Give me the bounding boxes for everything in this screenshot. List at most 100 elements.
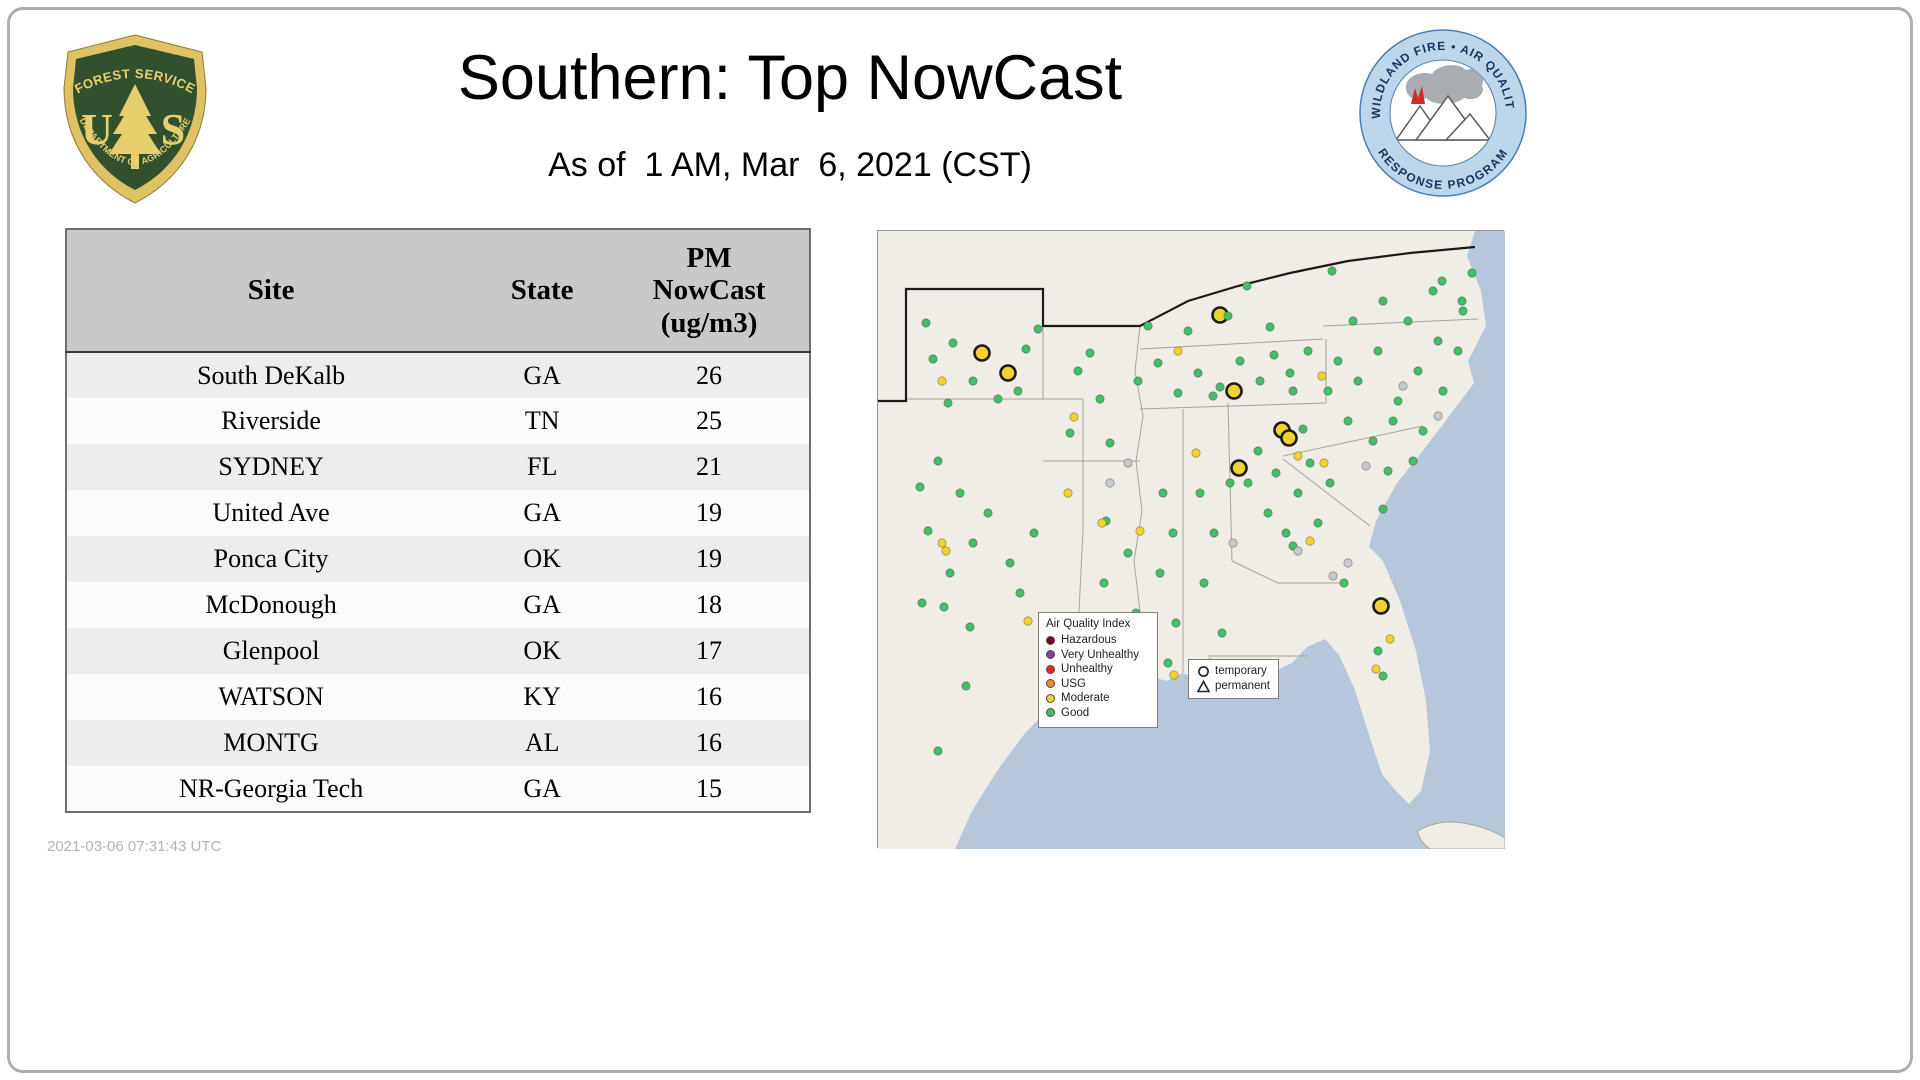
cell-site: South DeKalb <box>197 360 346 390</box>
wfaqrp-badge-icon: WILDLAND FIRE • AIR QUALITY RESPONSE PRO… <box>1353 17 1527 197</box>
monitor-inactive <box>1105 478 1115 488</box>
monitor-good <box>1413 366 1423 376</box>
monitor-moderate <box>1097 518 1107 528</box>
monitor-good <box>1298 424 1308 434</box>
monitor-good <box>1199 578 1209 588</box>
monitor-good <box>1021 344 1031 354</box>
monitor-inactive <box>1398 381 1408 391</box>
aqi-swatch-icon <box>1046 635 1055 645</box>
table-body: South DeKalb GA 26 Riverside TN 25 SYDNEY FL 21 U… <box>66 352 810 813</box>
map-island-cuba <box>1417 821 1505 849</box>
cell-value: 15 <box>696 773 723 803</box>
table-row: MONTG AL 16 <box>66 720 810 767</box>
aqi-legend-title: Air Quality Index <box>1046 618 1131 630</box>
monitor-moderate <box>941 546 951 556</box>
map-region-outline <box>878 245 1476 403</box>
monitor-good <box>1353 376 1363 386</box>
monitor-good <box>1433 336 1443 346</box>
monitor-inactive <box>1123 458 1133 468</box>
marker-legend-items: temporary permanent <box>1197 664 1270 694</box>
marker-legend-item: temporary <box>1197 664 1270 679</box>
aqi-legend-item: Very Unhealthy <box>1046 648 1150 663</box>
map-canvas <box>878 231 1505 849</box>
monitor-good <box>1393 396 1403 406</box>
monitor-good <box>1327 266 1337 276</box>
table-row: McDonough GA 18 <box>66 582 810 629</box>
monitor-inactive <box>1228 538 1238 548</box>
monitor-good <box>1223 311 1233 321</box>
monitor-good <box>1123 548 1133 558</box>
monitor-good <box>968 376 978 386</box>
marker-legend-item: permanent <box>1197 679 1270 694</box>
cell-value: 21 <box>696 452 723 482</box>
monitor-moderate <box>1317 371 1327 381</box>
cell-value: 19 <box>696 498 723 528</box>
nowcast-table-element: Site State PM NowCast (ug/m3) South DeKa… <box>65 228 811 814</box>
monitor-good <box>983 508 993 518</box>
monitor-good <box>943 398 953 408</box>
monitor-good <box>1383 466 1393 476</box>
cell-site: WATSON <box>218 682 324 712</box>
monitor-temporary-moderate <box>973 344 991 362</box>
monitor-good <box>1208 391 1218 401</box>
monitor-moderate <box>1023 616 1033 626</box>
monitor-good <box>1065 428 1075 438</box>
wfaqrp-logo: WILDLAND FIRE • AIR QUALITY RESPONSE PRO… <box>1353 17 1528 203</box>
monitor-good <box>1373 646 1383 656</box>
cell-value: 18 <box>696 590 723 620</box>
monitor-good <box>1467 268 1477 278</box>
table-row: Glenpool OK 17 <box>66 628 810 675</box>
monitor-good <box>1457 296 1467 306</box>
monitor-good <box>1263 508 1273 518</box>
monitor-good <box>1225 478 1235 488</box>
monitor-good <box>961 681 971 691</box>
monitor-good <box>1235 356 1245 366</box>
monitor-good <box>939 602 949 612</box>
monitor-good <box>1265 322 1275 332</box>
monitor-good <box>1155 568 1165 578</box>
monitor-inactive <box>1293 546 1303 556</box>
monitor-moderate <box>1169 670 1179 680</box>
monitor-good <box>923 526 933 536</box>
monitor-good <box>1373 346 1383 356</box>
monitor-inactive <box>1433 411 1443 421</box>
monitor-good <box>1303 346 1313 356</box>
monitor-good <box>1209 528 1219 538</box>
table-row: SYDNEY FL 21 <box>66 444 810 491</box>
map-state-borders <box>906 318 1479 694</box>
smoke-cloud-icon <box>1405 65 1484 104</box>
monitor-moderate <box>1173 346 1183 356</box>
monitor-good <box>1168 528 1178 538</box>
monitor-good <box>1215 382 1225 392</box>
table-row: South DeKalb GA 26 <box>66 352 810 399</box>
monitor-inactive <box>1328 571 1338 581</box>
monitor-good <box>1015 588 1025 598</box>
monitor-good <box>917 598 927 608</box>
cell-state: GA <box>523 590 561 620</box>
triangle-marker-icon <box>1197 680 1210 693</box>
monitor-good <box>1099 578 1109 588</box>
cell-state: OK <box>523 636 561 666</box>
monitor-good <box>993 394 1003 404</box>
marker-legend-label: permanent <box>1215 680 1270 692</box>
aqi-legend-label: Very Unhealthy <box>1061 648 1139 661</box>
monitor-moderate <box>1319 458 1329 468</box>
table-row: Riverside TN 25 <box>66 398 810 445</box>
monitor-good <box>1133 376 1143 386</box>
monitor-good <box>1243 478 1253 488</box>
monitor-good <box>1388 416 1398 426</box>
cell-site: United Ave <box>212 498 330 528</box>
monitor-moderate <box>1305 536 1315 546</box>
aqi-legend-items: Hazardous Very Unhealthy Unhealthy USG Moder… <box>1046 633 1150 720</box>
monitor-good <box>1378 296 1388 306</box>
monitor-good <box>1173 388 1183 398</box>
monitor-good <box>933 746 943 756</box>
monitor-temporary-moderate <box>1280 429 1298 447</box>
monitor-good <box>1171 618 1181 628</box>
monitor-moderate <box>1135 526 1145 536</box>
monitor-good <box>948 338 958 348</box>
monitor-good <box>1153 358 1163 368</box>
aqi-map: Air Quality Index Hazardous Very Unhealth… <box>877 230 1505 849</box>
monitor-temporary-moderate <box>1225 382 1243 400</box>
monitor-good <box>1029 528 1039 538</box>
